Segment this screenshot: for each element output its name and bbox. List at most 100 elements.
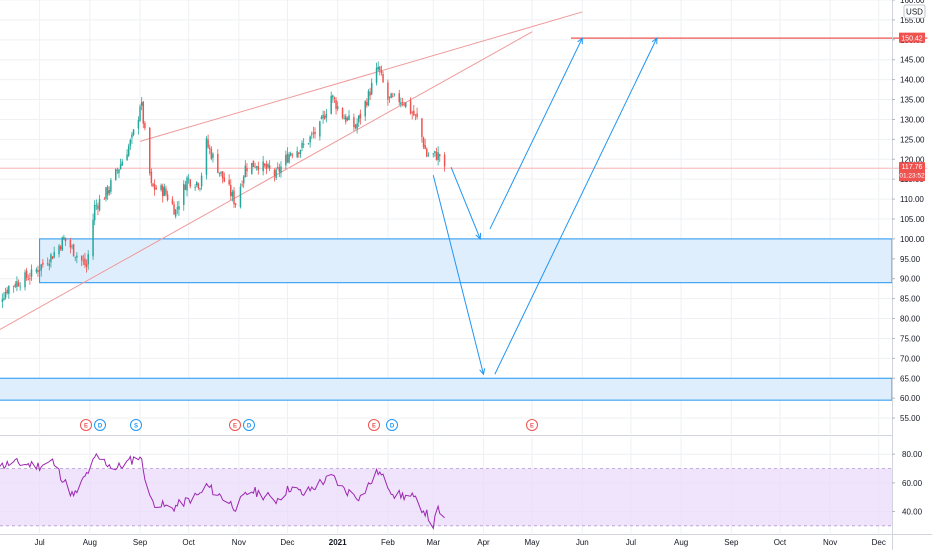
candle-body [16,281,18,288]
candle [298,152,300,158]
trend-lines [0,11,928,330]
candle [63,234,65,241]
candle-body [84,258,86,266]
candle-body [207,139,209,148]
candle-body [309,136,311,143]
candle-body [333,97,336,100]
candle-body [319,121,321,137]
candle-body [71,246,73,247]
candle-body [421,118,423,138]
demand-zone-box [0,377,893,401]
candle [116,167,119,175]
time-axis-label: Dec [872,538,886,547]
candle [280,161,282,178]
earnings-event-marker[interactable]: E [229,419,241,431]
candle-body [280,166,282,173]
candle [155,185,157,190]
candle [242,174,245,188]
candle-body [257,166,260,171]
event-circle [94,419,106,431]
price-tick-label: 75.00 [900,334,921,343]
candle-body [401,102,404,103]
candle-body [252,160,255,168]
earnings-event-marker[interactable]: E [80,419,92,431]
time-axis-label: Jul [626,538,636,547]
candle-body [416,113,418,118]
time-axis-label: Jul [34,538,44,547]
candle [343,114,345,120]
candle [80,255,83,267]
candle-body [114,169,117,180]
candle [341,107,344,120]
candle [17,279,20,287]
candle-body [285,154,287,166]
candle-body [387,82,389,100]
candle-body [85,264,88,267]
candle-body [330,95,332,114]
candle [144,120,146,131]
candle [24,269,26,291]
candle-body [228,180,230,185]
dividend-event-marker[interactable]: D [243,419,255,431]
rsi-band [0,468,892,526]
candle-body [80,255,83,261]
candle [61,236,64,251]
dividend-event-marker[interactable]: D [386,419,398,431]
event-circle [229,419,241,431]
candle-body [1,299,4,302]
candle-body [276,167,279,169]
candle-body [48,263,51,266]
candle-body [404,102,407,107]
event-label: E [84,424,88,430]
candle [239,183,242,209]
candle-body [422,137,425,147]
split-event-marker[interactable]: S [130,419,142,431]
candle [58,244,60,258]
candle [314,127,316,139]
candle [187,174,190,184]
dividend-event-marker[interactable]: D [94,419,106,431]
candle [291,152,294,159]
candle-body [58,245,60,255]
candle [114,168,117,181]
candle [426,147,428,158]
arrow-shaft [450,167,481,240]
candle [265,160,268,175]
candle-body [59,246,62,250]
candle-body [223,177,226,182]
candle [50,252,52,268]
candle-body [195,181,198,186]
currency-badge[interactable]: USD [903,4,926,19]
candle [267,162,269,169]
candle [223,172,226,183]
time-axis-label: Sep [133,538,148,547]
earnings-event-marker[interactable]: E [368,419,380,431]
candle [178,200,180,217]
candle-body [302,143,305,145]
event-circle [130,419,142,431]
price-tick-label: 160.00 [900,0,925,5]
candle [69,237,72,254]
candle-body [254,166,256,168]
candle [40,263,42,277]
price-tick-label: 120.00 [900,155,925,164]
candle [311,131,313,139]
candle-body [108,190,111,194]
candle-body [246,167,248,172]
price-tick-label: 130.00 [900,115,925,124]
candle [241,180,243,188]
earnings-event-marker[interactable]: E [526,419,538,431]
candle [186,175,188,197]
candle-body [367,90,370,106]
candle [171,196,174,205]
candle-body [388,96,391,98]
candle [14,281,17,289]
candle [97,202,99,216]
candle-body [286,153,289,163]
candle-body [153,184,156,190]
candle [312,126,315,139]
rsi-tick-label: 60.00 [902,479,923,488]
candle-body [50,254,52,263]
